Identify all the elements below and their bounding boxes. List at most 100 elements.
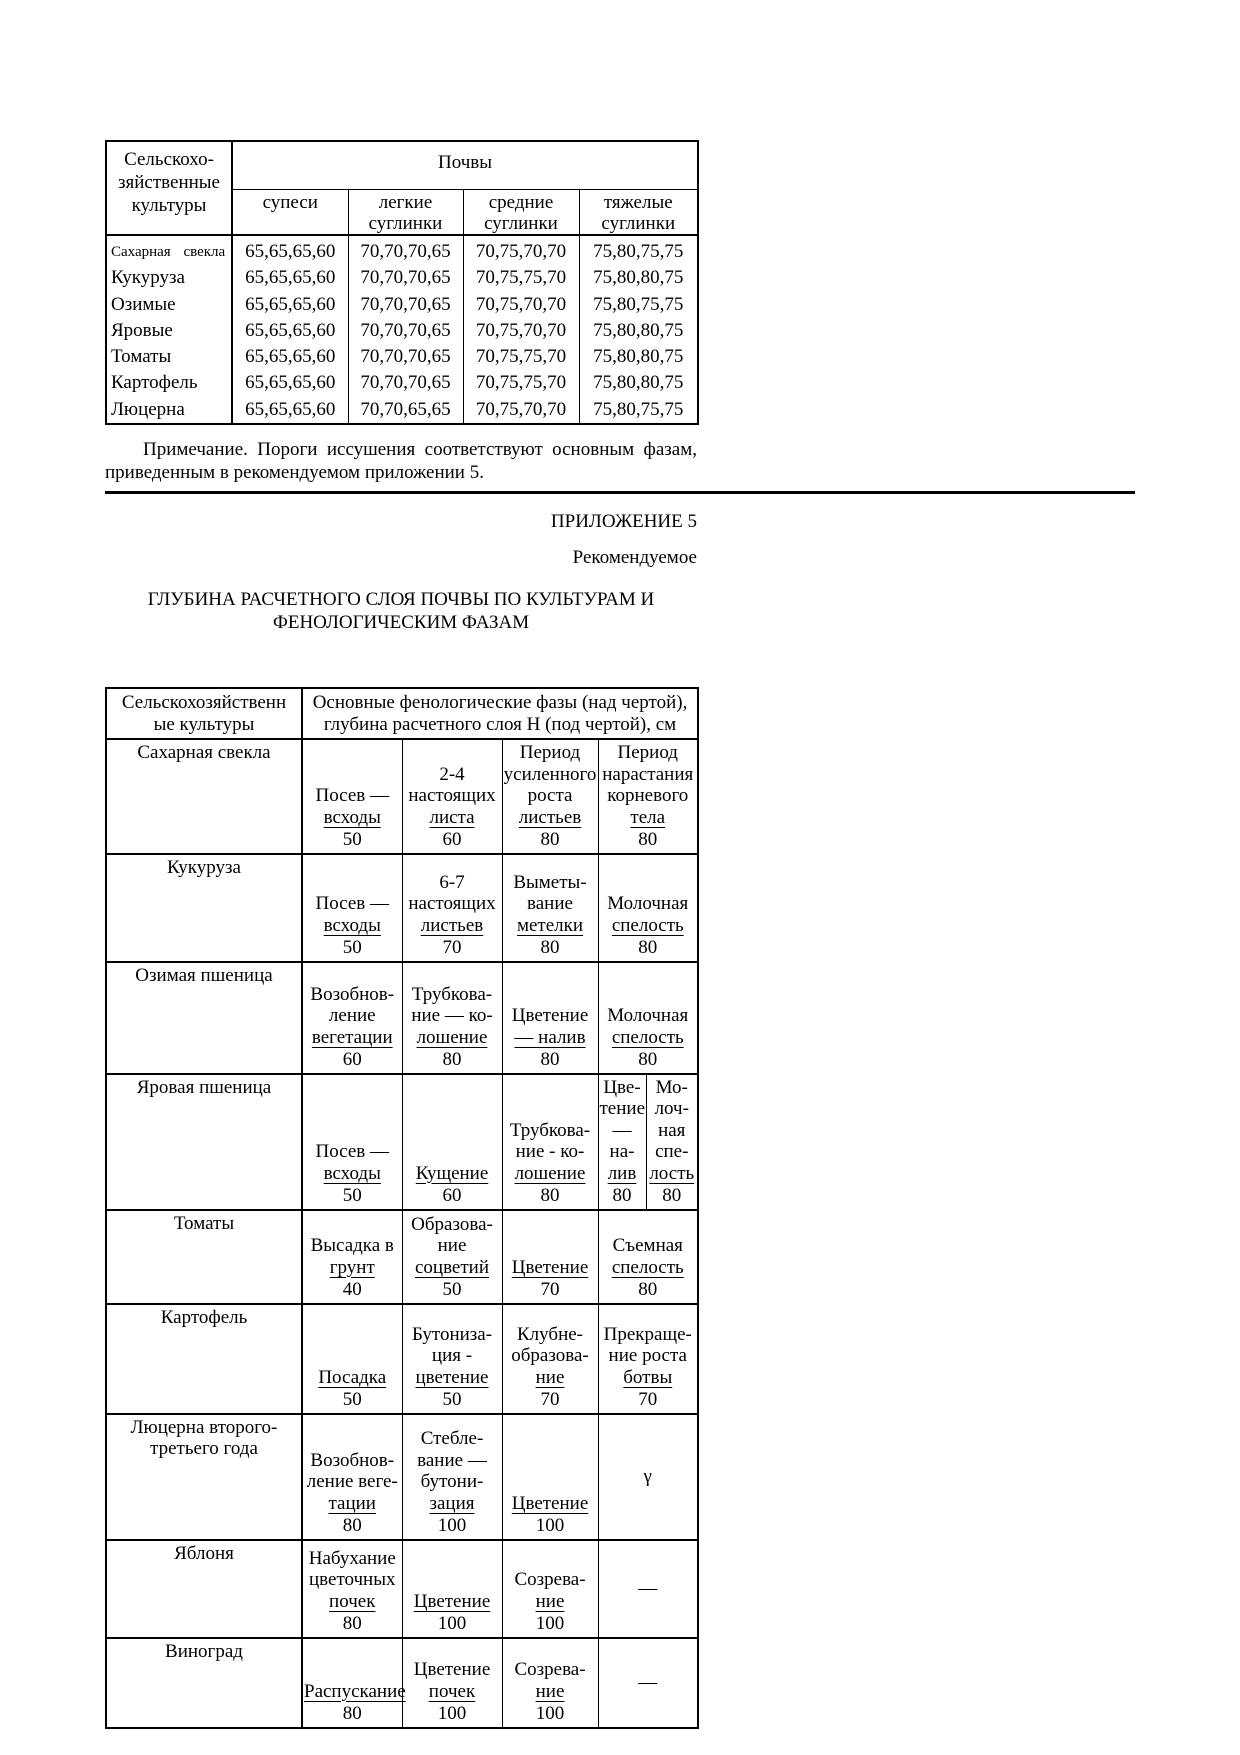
phase-cell: Созрева-ние 100	[501, 1538, 599, 1639]
crop-name: Томаты	[105, 1208, 303, 1305]
depth-value: 80	[662, 1185, 682, 1207]
phase-line: зация	[429, 1492, 475, 1514]
note-line-2: приведенным в рекомендуемом приложении 5…	[105, 462, 484, 484]
depth-value: 50	[342, 1389, 362, 1411]
phase-line: ние	[535, 1680, 565, 1702]
table-row: Озимая пшеница Возобнов-ление вегетации 60 Т…	[105, 960, 699, 1075]
phase-line: Цветение	[413, 1590, 491, 1612]
threshold-values: 70,70,70,65	[347, 235, 464, 266]
phase-line: Посев —	[315, 1141, 389, 1163]
phase-line: Период	[519, 742, 581, 764]
phase-text: Набухание цветочных почек	[304, 1548, 401, 1613]
table-row: Яровая пшеница Посев — всходы 50 Кущение 60 Тр…	[105, 1072, 699, 1211]
column-header-light-loam: легкие суглинки	[347, 188, 464, 236]
phase-line: Бутониза-	[411, 1323, 493, 1345]
phase-cell: Возобнов-ление веге-тации 80	[301, 1412, 403, 1541]
horizontal-divider	[105, 491, 1135, 495]
phase-line: настоящих	[408, 893, 496, 915]
phase-line: Цве-	[603, 1076, 641, 1098]
phase-line: спелость	[611, 1026, 684, 1048]
table-row: Кукуруза 65,65,65,60 70,70,70,65 70,75,75,7…	[105, 265, 699, 292]
phase-line: Цветение	[511, 1005, 589, 1027]
table-row: Озимые 65,65,65,60 70,70,70,65 70,75,70,70 7…	[105, 291, 699, 318]
phase-line: цветение	[415, 1366, 489, 1388]
threshold-values: 70,75,70,70	[462, 317, 580, 345]
phase-line: Цветение	[511, 1492, 589, 1514]
phase-line: листьев	[518, 806, 582, 828]
phase-line: Цветение	[511, 1256, 589, 1278]
depth-table-body: Сахарная свекла Посев — всходы 50 2-4 настоящ…	[105, 738, 699, 1729]
phase-line: Возобнов-	[310, 1449, 395, 1471]
phase-text: Распускание	[304, 1680, 406, 1703]
phase-text: Посев — всходы	[304, 785, 401, 828]
threshold-values: 70,75,75,70	[462, 265, 580, 292]
phase-line: листьев	[420, 914, 484, 936]
threshold-values: 70,75,75,70	[462, 370, 580, 397]
threshold-values: 65,65,65,60	[231, 370, 349, 397]
phase-cell: Созрева-ние 100	[501, 1636, 599, 1729]
phase-cell: Посев — всходы 50	[301, 1072, 403, 1211]
phase-line: усиленного	[503, 763, 597, 785]
phase-text: Бутониза-ция - цветение	[404, 1324, 501, 1389]
phase-line: Трубкова-	[411, 983, 493, 1005]
phase-line: Клубне-	[517, 1323, 583, 1345]
phase-cell: Трубкова-ние - ко-лошение 80	[501, 1072, 599, 1211]
crops-column-header: Сельскохозяйственн ые культуры	[105, 687, 303, 741]
depth-value: 80	[342, 1703, 362, 1725]
phase-line: ние — ко-	[411, 1005, 493, 1027]
depth-value: 70	[540, 1279, 560, 1301]
phase-line: Выметы-	[513, 871, 587, 893]
phase-line: бутони-	[420, 1471, 484, 1493]
threshold-values: 75,80,80,75	[578, 265, 699, 292]
phase-line: почек	[428, 1680, 476, 1702]
page-title-line-2: ФЕНОЛОГИЧЕСКИМ ФАЗАМ	[272, 612, 530, 634]
threshold-values: 75,80,80,75	[578, 317, 699, 345]
phase-line: Цветение	[413, 1659, 491, 1681]
phase-cell: Посев — всходы 50	[301, 738, 403, 855]
phase-cell: Мо-лоч-ная спе-лость 80	[645, 1072, 699, 1211]
phase-cell: Цветение — налив 80	[501, 960, 599, 1075]
phase-line: Период	[617, 742, 678, 764]
phase-line: Посев —	[315, 893, 389, 915]
phase-cell: Бутониза-ция - цветение 50	[401, 1302, 503, 1415]
depth-value: 100	[535, 1613, 565, 1635]
phase-cell: Кущение 60	[401, 1072, 503, 1211]
threshold-values: 70,70,65,65	[347, 396, 464, 425]
crop-name: Озимая пшеница	[105, 960, 303, 1075]
table-row: Люцерна второго- третьего года Возобнов-л…	[105, 1412, 699, 1541]
phase-line: Распускание	[304, 1680, 406, 1702]
note-line-1: Примечание. Пороги иссушения соответству…	[143, 439, 697, 461]
threshold-values: 70,75,75,70	[462, 344, 580, 371]
phase-line: Посадка	[318, 1366, 387, 1388]
table-row: Яровые 65,65,65,60 70,70,70,65 70,75,70,70 7…	[105, 317, 699, 345]
phase-line: —	[612, 1119, 632, 1141]
phase-cell: Набухание цветочных почек 80	[301, 1538, 403, 1639]
phase-line: лив	[607, 1162, 637, 1184]
threshold-values: 70,70,70,65	[347, 291, 464, 318]
threshold-values: 70,70,70,65	[347, 370, 464, 397]
threshold-values: 70,75,70,70	[462, 235, 580, 266]
phase-line: тение	[599, 1098, 646, 1120]
crop-name: Картофель	[105, 1302, 303, 1415]
depth-value: 80	[638, 1279, 658, 1301]
phase-line: Созрева-	[514, 1659, 586, 1681]
phase-text: Клубне-образова-ние	[504, 1324, 597, 1389]
phase-line: лошение	[514, 1162, 586, 1184]
threshold-values: 75,80,75,75	[578, 235, 699, 266]
phase-line: ление	[328, 1005, 376, 1027]
phase-text: Кущение	[404, 1163, 501, 1185]
phase-text: Цветение	[404, 1591, 501, 1613]
threshold-values: 65,65,65,60	[231, 291, 349, 318]
phase-cell: Молочная спелость 80	[597, 960, 699, 1075]
threshold-values: 75,80,75,75	[578, 396, 699, 425]
phase-cell: Цветение 100	[501, 1412, 599, 1541]
phase-text: Прекраще-ние роста ботвы	[600, 1324, 697, 1389]
phase-cell: Цветение почек 100	[401, 1636, 503, 1729]
phase-line: ние	[535, 1366, 565, 1388]
phase-line: роста	[527, 785, 573, 807]
phase-text: Цветение — налив	[504, 1005, 597, 1048]
phase-text: Период нарастания корневого тела	[600, 742, 697, 828]
phase-line: образова-	[511, 1345, 589, 1367]
depth-value: 40	[342, 1279, 362, 1301]
phase-line: спелость	[611, 914, 684, 936]
